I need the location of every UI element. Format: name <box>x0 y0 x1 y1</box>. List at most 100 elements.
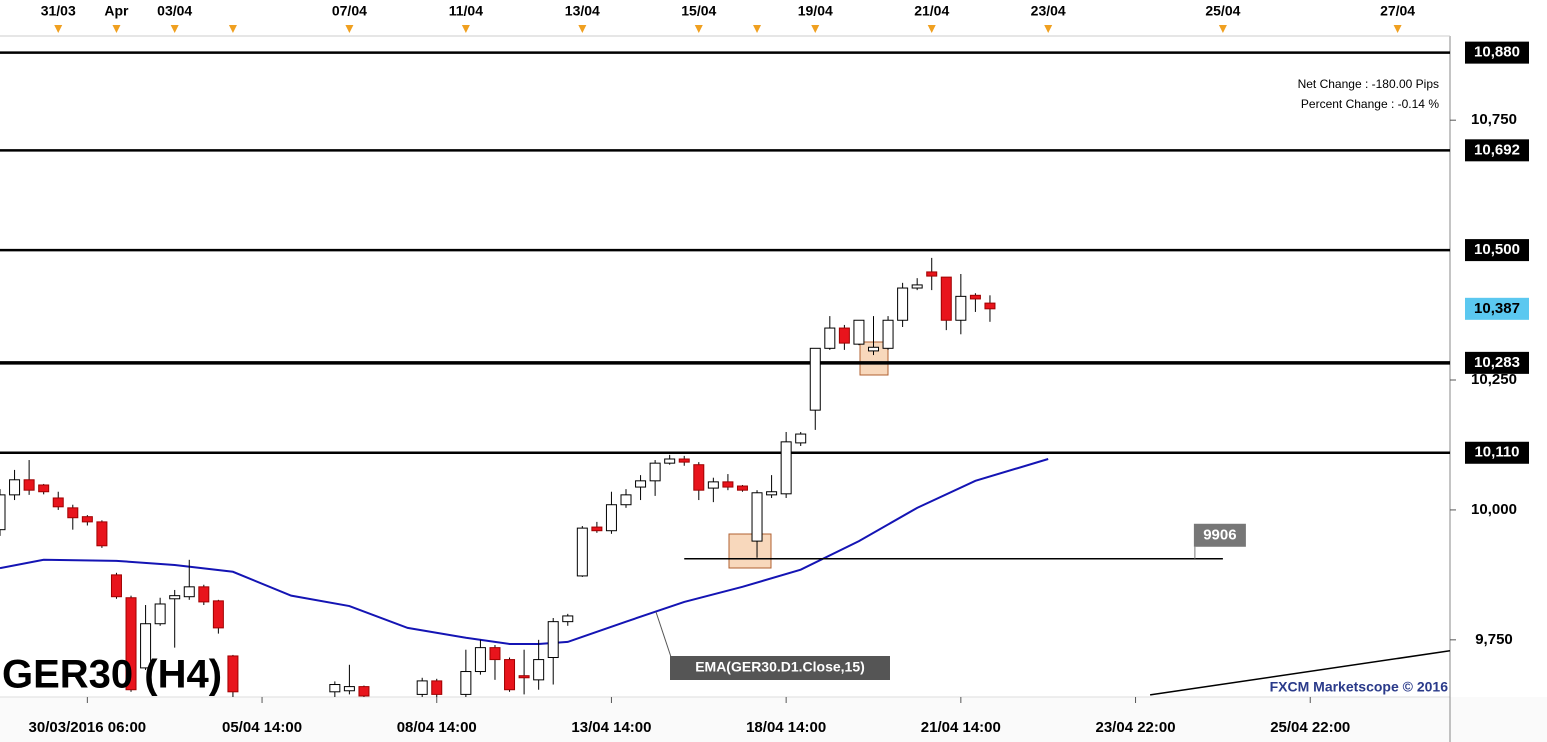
level-label: 10,110 <box>1474 444 1519 461</box>
candle-body <box>838 327 850 344</box>
candle-body <box>940 276 952 321</box>
y-tick-label: 9,750 <box>1475 631 1513 648</box>
level-label-box <box>1465 139 1529 162</box>
candle-body <box>9 479 21 496</box>
ema-label: EMA(GER30.D1.Close,15) <box>695 659 865 675</box>
top-tick-marker <box>1393 25 1402 33</box>
candle-body <box>0 494 6 531</box>
candle-body <box>358 686 370 697</box>
candle-body <box>591 526 603 532</box>
top-tick-marker <box>1218 25 1227 33</box>
x-tick-label: 18/04 14:00 <box>746 719 826 736</box>
top-tick-marker <box>170 25 179 33</box>
ema-label-box <box>670 656 890 680</box>
ema-line <box>0 458 1049 645</box>
candle-body <box>67 507 79 519</box>
candle-body <box>460 671 472 695</box>
candle-body <box>576 527 588 577</box>
top-tick-marker <box>112 25 121 33</box>
candle-body <box>38 484 50 493</box>
candle-body <box>722 481 734 488</box>
top-tick-label: Apr <box>104 3 129 19</box>
top-tick-marker <box>228 25 237 33</box>
y-tick-label: 10,250 <box>1471 371 1517 388</box>
candle-body <box>649 462 661 482</box>
candle-body <box>882 319 894 349</box>
x-tick-label: 23/04 22:00 <box>1096 719 1176 736</box>
candle-body <box>212 600 224 629</box>
candle-body <box>125 597 137 691</box>
chart-title: GER30 (H4) <box>2 653 222 697</box>
top-tick-marker <box>811 25 820 33</box>
candle-body <box>867 346 879 352</box>
candle-body <box>693 464 705 491</box>
candle-body <box>504 659 516 691</box>
highlight-box <box>728 533 772 569</box>
x-tick-label: 25/04 22:00 <box>1270 719 1350 736</box>
candle-body <box>707 481 719 489</box>
top-tick-label: 11/04 <box>449 3 483 19</box>
level-label: 10,283 <box>1474 354 1520 371</box>
candle-body <box>110 574 122 598</box>
top-tick-label: 23/04 <box>1031 3 1066 19</box>
candle-body <box>154 603 166 625</box>
candle-body <box>766 491 778 496</box>
candle-body <box>183 586 195 598</box>
top-tick-label: 21/04 <box>914 3 949 19</box>
candle-body <box>678 458 690 463</box>
net-change: Net Change : -180.00 Pips <box>1298 77 1439 91</box>
candle-body <box>984 302 996 310</box>
last-price-box <box>1465 297 1529 320</box>
watermark: FXCM Marketscope © 2016 <box>1270 679 1449 695</box>
x-tick-label: 08/04 14:00 <box>397 719 477 736</box>
level-label: 10,500 <box>1474 241 1520 258</box>
candle-body <box>81 516 93 523</box>
x-tick-label: 13/04 14:00 <box>571 719 651 736</box>
candle-body <box>926 271 938 277</box>
candle-body <box>809 347 821 411</box>
candle-body <box>198 586 210 603</box>
x-tick-label: 05/04 14:00 <box>222 719 302 736</box>
top-tick-marker <box>461 25 470 33</box>
top-tick-label: 25/04 <box>1205 3 1240 19</box>
support-label: 9906 <box>1203 527 1236 544</box>
candle-body <box>897 287 909 321</box>
x-tick-label: 30/03/2016 06:00 <box>29 719 147 736</box>
candle-body <box>431 680 443 695</box>
top-tick-label: 27/04 <box>1380 3 1415 19</box>
candle-body <box>23 479 35 491</box>
x-tick-label: 21/04 14:00 <box>921 719 1001 736</box>
candle-body <box>343 686 355 692</box>
top-tick-label: 15/04 <box>681 3 716 19</box>
candle-body <box>474 647 486 673</box>
level-label-box <box>1465 41 1529 64</box>
candle-body <box>533 659 545 681</box>
trend-line <box>1149 650 1450 696</box>
level-label: 10,692 <box>1474 141 1520 158</box>
candle-body <box>605 504 617 532</box>
ema-connector <box>655 611 672 658</box>
candle-body <box>140 623 152 669</box>
top-tick-marker <box>1044 25 1053 33</box>
candle-body <box>751 492 763 542</box>
candle-body <box>780 441 792 495</box>
top-tick-label: 31/03 <box>41 3 76 19</box>
top-tick-label: 07/04 <box>332 3 367 19</box>
last-price-label: 10,387 <box>1474 300 1520 317</box>
candle-body <box>620 494 632 506</box>
support-label-box <box>1193 523 1246 547</box>
top-tick-marker <box>753 25 762 33</box>
top-tick-label: 19/04 <box>798 3 833 19</box>
candle-body <box>547 621 559 659</box>
candle-body <box>969 294 981 300</box>
candle-body <box>52 497 64 508</box>
candle-body <box>853 319 865 345</box>
candle-body <box>664 458 676 464</box>
candle-body <box>518 675 530 679</box>
candle-body <box>911 284 923 289</box>
top-tick-label: 03/04 <box>157 3 192 19</box>
top-tick-label: 13/04 <box>565 3 600 19</box>
top-tick-marker <box>578 25 587 33</box>
